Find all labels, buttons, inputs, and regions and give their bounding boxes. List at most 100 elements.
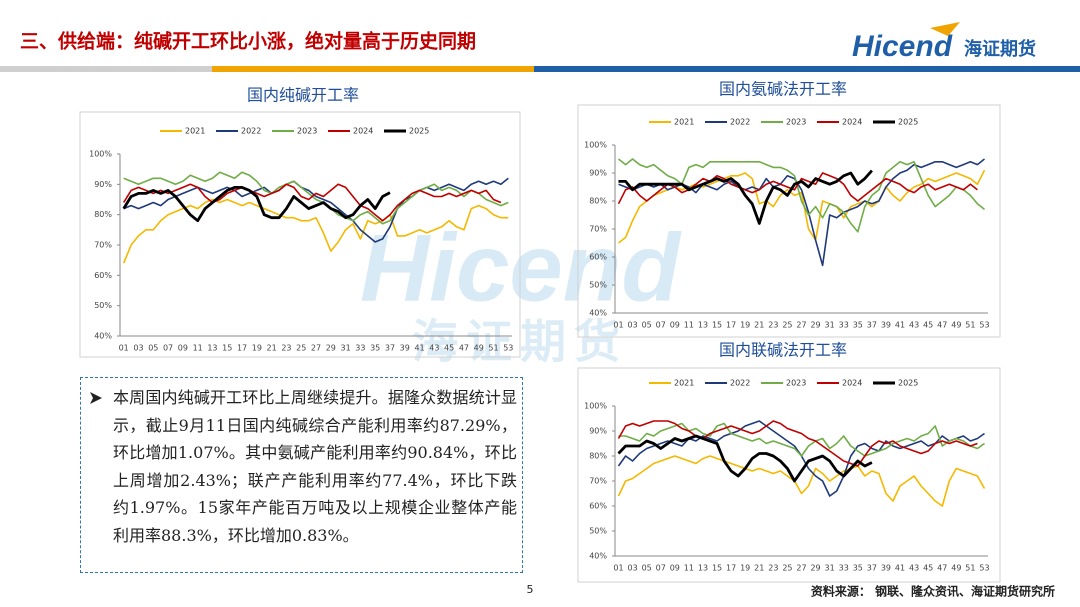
series-line xyxy=(122,198,509,264)
x-tick-label: 11 xyxy=(684,564,694,573)
bullet xyxy=(90,392,102,404)
chart-title: 国内联碱法开工率 xyxy=(719,341,847,360)
x-tick-label: 27 xyxy=(796,564,806,573)
series-line xyxy=(618,158,985,233)
note-box: 本周国内纯碱开工环比上周继续提升。据隆众数据统计显示，截止9月11日国内纯碱综合… xyxy=(80,377,523,573)
x-tick-label: 29 xyxy=(326,344,336,353)
x-tick-label: 29 xyxy=(810,564,820,573)
x-tick-label: 17 xyxy=(237,344,247,353)
series-line xyxy=(617,434,873,483)
x-tick-label: 43 xyxy=(429,344,439,353)
series-line xyxy=(618,169,873,225)
x-tick-label: 21 xyxy=(267,344,277,353)
y-tick-label: 90% xyxy=(589,169,607,178)
series-line xyxy=(617,455,986,507)
legend-label: 2023 xyxy=(297,127,317,136)
y-tick-label: 50% xyxy=(589,281,607,290)
x-tick-label: 07 xyxy=(656,564,666,573)
x-tick-label: 37 xyxy=(867,321,877,330)
x-tick-label: 45 xyxy=(444,344,454,353)
x-tick-label: 03 xyxy=(628,321,638,330)
x-tick-label: 09 xyxy=(670,564,680,573)
x-tick-label: 19 xyxy=(740,564,750,573)
watermark-cn: 海证期货 xyxy=(412,315,628,369)
x-tick-label: 29 xyxy=(810,321,820,330)
y-tick-label: 100% xyxy=(584,141,607,150)
series-line xyxy=(618,422,985,457)
x-tick-label: 15 xyxy=(712,321,722,330)
x-tick-label: 53 xyxy=(979,321,989,330)
legend-label: 2023 xyxy=(786,118,806,127)
logo-text: Hicend xyxy=(852,30,953,63)
x-tick-label: 03 xyxy=(628,564,638,573)
x-tick-label: 09 xyxy=(670,321,680,330)
x-tick-label: 27 xyxy=(796,321,806,330)
x-tick-label: 49 xyxy=(951,564,961,573)
legend-label: 2025 xyxy=(898,118,918,127)
x-tick-label: 35 xyxy=(853,564,863,573)
x-tick-label: 39 xyxy=(400,344,410,353)
x-tick-label: 31 xyxy=(340,344,350,353)
x-tick-label: 23 xyxy=(281,344,291,353)
chart-title: 国内氨碱法开工率 xyxy=(719,80,847,99)
x-tick-label: 01 xyxy=(613,321,623,330)
x-tick-label: 15 xyxy=(222,344,232,353)
x-tick-label: 19 xyxy=(740,321,750,330)
x-tick-label: 05 xyxy=(642,564,652,573)
x-tick-label: 41 xyxy=(895,321,905,330)
x-tick-label: 47 xyxy=(937,321,947,330)
series-line xyxy=(123,177,509,243)
y-tick-label: 40% xyxy=(94,332,112,341)
logo-mark xyxy=(930,22,960,36)
y-tick-label: 40% xyxy=(589,552,607,561)
logo-cn: 海证期货 xyxy=(964,38,1036,60)
legend-label: 2022 xyxy=(241,127,261,136)
y-tick-label: 70% xyxy=(589,477,607,486)
legend-label: 2023 xyxy=(786,379,806,388)
x-tick-label: 03 xyxy=(133,344,143,353)
x-tick-label: 33 xyxy=(839,321,849,330)
x-tick-label: 31 xyxy=(825,321,835,330)
x-tick-label: 43 xyxy=(909,321,919,330)
chart-frame xyxy=(79,111,521,358)
x-tick-label: 17 xyxy=(726,564,736,573)
x-tick-label: 05 xyxy=(148,344,158,353)
x-tick-label: 07 xyxy=(163,344,173,353)
x-tick-label: 49 xyxy=(474,344,484,353)
x-tick-label: 23 xyxy=(768,321,778,330)
x-tick-label: 43 xyxy=(909,564,919,573)
legend-label: 2021 xyxy=(674,379,694,388)
x-tick-label: 45 xyxy=(923,321,933,330)
chart-title: 国内纯碱开工率 xyxy=(247,86,359,105)
stripe xyxy=(0,66,212,72)
x-tick-label: 31 xyxy=(825,564,835,573)
x-tick-label: 35 xyxy=(853,321,863,330)
x-tick-label: 41 xyxy=(414,344,424,353)
x-tick-label: 47 xyxy=(937,564,947,573)
x-tick-label: 13 xyxy=(698,321,708,330)
y-tick-label: 70% xyxy=(589,225,607,234)
x-tick-label: 45 xyxy=(923,564,933,573)
y-tick-label: 90% xyxy=(94,180,112,189)
watermark: Hicend xyxy=(360,214,682,321)
stripe xyxy=(212,66,534,72)
y-tick-label: 40% xyxy=(589,309,607,318)
x-tick-label: 51 xyxy=(965,321,975,330)
x-tick-label: 33 xyxy=(839,564,849,573)
source: 资料来源： 钢联、隆众资讯、海证期货研究所 xyxy=(811,584,1055,599)
x-tick-label: 01 xyxy=(119,344,129,353)
legend-label: 2024 xyxy=(353,127,373,136)
x-tick-label: 13 xyxy=(698,564,708,573)
x-tick-label: 17 xyxy=(726,321,736,330)
x-tick-label: 25 xyxy=(782,564,792,573)
y-tick-label: 80% xyxy=(589,197,607,206)
x-tick-label: 49 xyxy=(951,321,961,330)
note-text: 本周国内纯碱开工环比上周继续提升。据隆众数据统计显示，截止9月11日国内纯碱综合… xyxy=(113,388,517,545)
chart-frame xyxy=(577,104,1001,338)
y-tick-label: 70% xyxy=(94,241,112,250)
stripe xyxy=(534,66,1080,72)
page-number: 5 xyxy=(527,583,534,596)
legend-label: 2021 xyxy=(185,127,205,136)
x-tick-label: 51 xyxy=(488,344,498,353)
slide-title: 三、供给端：纯碱开工环比小涨，绝对量高于历史同期 xyxy=(20,30,476,53)
